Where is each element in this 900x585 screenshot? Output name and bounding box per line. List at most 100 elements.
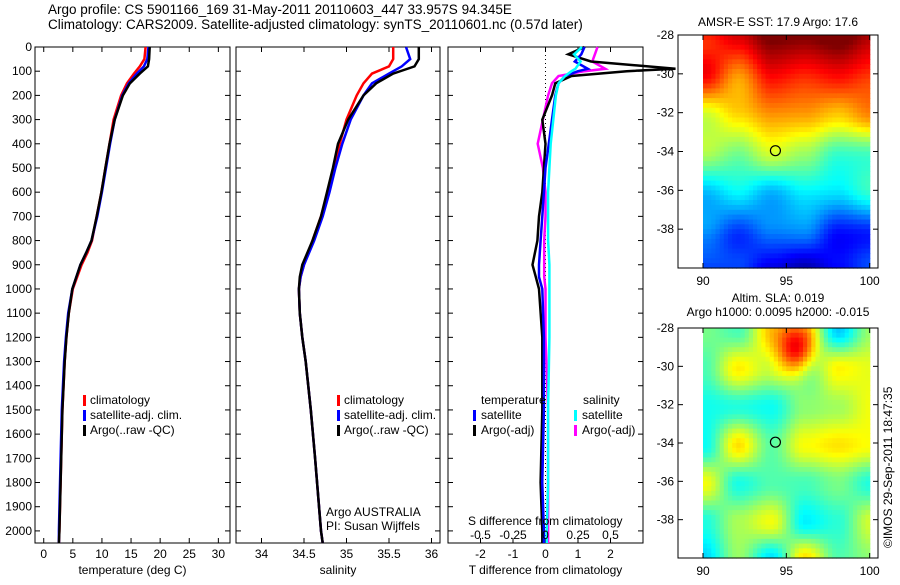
map-cell [861, 112, 867, 119]
map-cell [790, 538, 796, 545]
map-cell [765, 414, 771, 420]
x2-axis-label: S difference from climatology [468, 514, 623, 528]
map-cell [840, 361, 846, 367]
map-cell [823, 371, 829, 377]
map-cell [848, 136, 854, 143]
map-cell [815, 462, 821, 468]
map-cell [861, 190, 867, 196]
map-cell [832, 447, 837, 454]
map-cell [811, 112, 817, 119]
map-cell [703, 399, 708, 406]
map-cell [778, 514, 783, 521]
map-cell [857, 414, 862, 420]
map-cell [861, 73, 867, 80]
map-cell [765, 495, 771, 502]
map-cell [828, 209, 833, 216]
map-cell [744, 337, 750, 343]
map-cell [769, 234, 775, 240]
map-cell [761, 59, 767, 65]
map-cell [819, 352, 825, 358]
map-cell [848, 263, 854, 269]
map-cell [719, 409, 725, 415]
map-cell [715, 107, 721, 114]
map-cell [794, 39, 800, 46]
map-cell [865, 452, 871, 458]
map-cell [773, 39, 779, 46]
map-cell [732, 352, 737, 358]
map-cell [728, 209, 733, 216]
map-cell [723, 180, 729, 187]
map-cell [832, 495, 837, 502]
map-cell [773, 538, 779, 545]
map-cell [853, 467, 858, 473]
map-cell [794, 495, 800, 502]
map-cell [773, 107, 779, 114]
map-cell [786, 258, 792, 264]
map-cell [828, 390, 833, 396]
map-cell [865, 132, 871, 138]
map-cell [861, 414, 867, 420]
map-cell [703, 35, 708, 41]
map-cell [732, 229, 737, 235]
map-cell [848, 214, 854, 221]
map-cell [790, 98, 796, 104]
map-cell [832, 380, 837, 387]
map-cell [723, 117, 729, 123]
map-cell [736, 117, 742, 123]
map-cell [719, 243, 725, 250]
map-cell [753, 495, 758, 502]
map-cell [857, 175, 862, 182]
map-cell [836, 347, 842, 353]
map-cell [803, 39, 808, 46]
map-cell [719, 505, 725, 511]
map-cell [786, 253, 792, 259]
map-cell [707, 505, 712, 511]
map-cell [798, 481, 804, 487]
map-cell [723, 553, 729, 559]
map-cell [732, 243, 737, 250]
map-cell [732, 83, 737, 89]
map-cell [857, 170, 862, 177]
map-cell [728, 83, 733, 89]
map-cell [798, 209, 804, 216]
map-cell [848, 332, 854, 339]
map-cell [736, 229, 742, 235]
map-cell [703, 200, 708, 206]
map-cell [748, 529, 754, 535]
map-cell [815, 481, 821, 487]
map-cell [836, 54, 842, 60]
map-cell [748, 214, 754, 221]
map-cell [790, 395, 796, 401]
map-cell [757, 352, 762, 358]
map-cell [773, 462, 779, 468]
map-cell [782, 59, 787, 65]
map-cell [715, 553, 721, 559]
map-cell [819, 486, 825, 492]
map-cell [744, 423, 750, 430]
map-cell [790, 209, 796, 216]
map-cell [778, 332, 783, 339]
map-cell [736, 180, 742, 187]
map-cell [861, 88, 867, 94]
map-cell [786, 83, 792, 89]
map-cell [744, 495, 750, 502]
map-cell [807, 467, 812, 473]
map-cell [715, 73, 721, 80]
map-cell [711, 375, 717, 382]
map-cell [807, 161, 812, 167]
map-cell [861, 371, 867, 377]
map-cell [740, 151, 746, 157]
map-cell [744, 112, 750, 119]
map-cell [786, 438, 792, 444]
map-cell [711, 438, 717, 444]
map-cell [765, 328, 771, 334]
y-tick-label: 900 [12, 258, 32, 272]
map-cell [778, 486, 783, 492]
map-cell [798, 49, 804, 56]
map-cell [794, 361, 800, 367]
map-cell [761, 204, 767, 211]
map-cell [711, 380, 717, 387]
map-cell [757, 127, 762, 133]
y-tick-label: 1600 [5, 427, 32, 441]
map-cell [773, 380, 779, 387]
